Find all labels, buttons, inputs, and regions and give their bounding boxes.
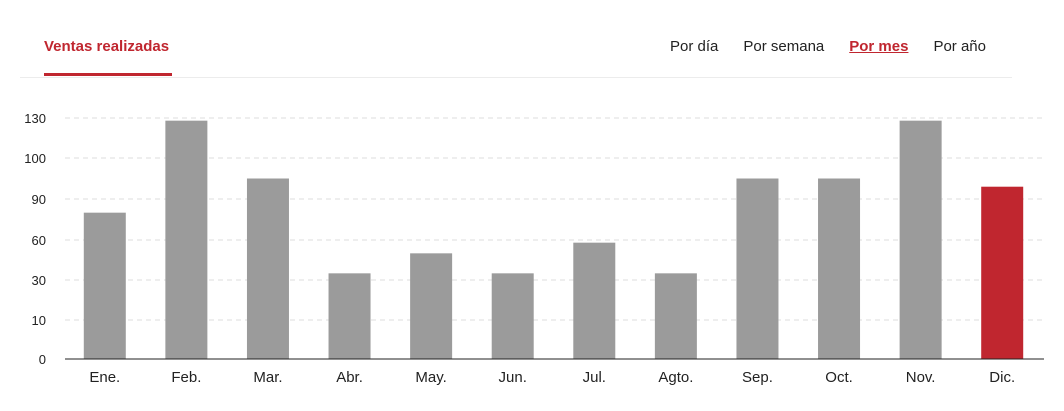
x-tick-label: Mar. <box>253 369 282 386</box>
bar <box>246 178 289 359</box>
x-tick-label: Ene. <box>89 369 120 386</box>
bar <box>573 242 616 359</box>
y-tick-label: 10 <box>32 313 46 328</box>
tab-por-mes[interactable]: Por mes <box>849 38 909 55</box>
y-tick-label: 90 <box>32 192 46 207</box>
title-tab-underline <box>44 73 172 76</box>
y-tick-label: 130 <box>24 111 46 126</box>
bar <box>736 178 779 359</box>
bar <box>410 253 453 359</box>
bar <box>981 186 1024 359</box>
tab-por-semana[interactable]: Por semana <box>743 38 825 55</box>
bar <box>165 120 208 360</box>
x-tick-label: Oct. <box>825 369 853 386</box>
chart-header: Ventas realizadas Por día Por semana Por… <box>20 0 1012 78</box>
tab-por-dia[interactable]: Por día <box>670 38 719 55</box>
bar <box>83 212 126 359</box>
y-tick-label: 100 <box>24 151 46 166</box>
bar <box>818 178 861 359</box>
x-tick-label: Sep. <box>742 369 773 386</box>
x-tick-label: Dic. <box>989 369 1015 386</box>
x-tick-label: Feb. <box>171 369 201 386</box>
x-tick-label: Jun. <box>499 369 527 386</box>
x-tick-label: May. <box>415 369 446 386</box>
y-tick-label: 30 <box>32 273 46 288</box>
x-tick-label: Jul. <box>583 369 606 386</box>
period-tabs: Por día Por semana Por mes Por año <box>670 38 986 55</box>
chart-title-tab[interactable]: Ventas realizadas <box>44 38 170 55</box>
x-tick-label: Nov. <box>906 369 936 386</box>
x-tick-label: Agto. <box>658 369 693 386</box>
x-tick-label: Abr. <box>336 369 363 386</box>
bar <box>328 273 371 359</box>
bar <box>654 273 697 359</box>
y-tick-label: 0 <box>39 352 46 367</box>
tab-por-ano[interactable]: Por año <box>933 38 986 55</box>
bar <box>899 120 942 360</box>
y-tick-label: 60 <box>32 233 46 248</box>
bar <box>491 273 534 359</box>
